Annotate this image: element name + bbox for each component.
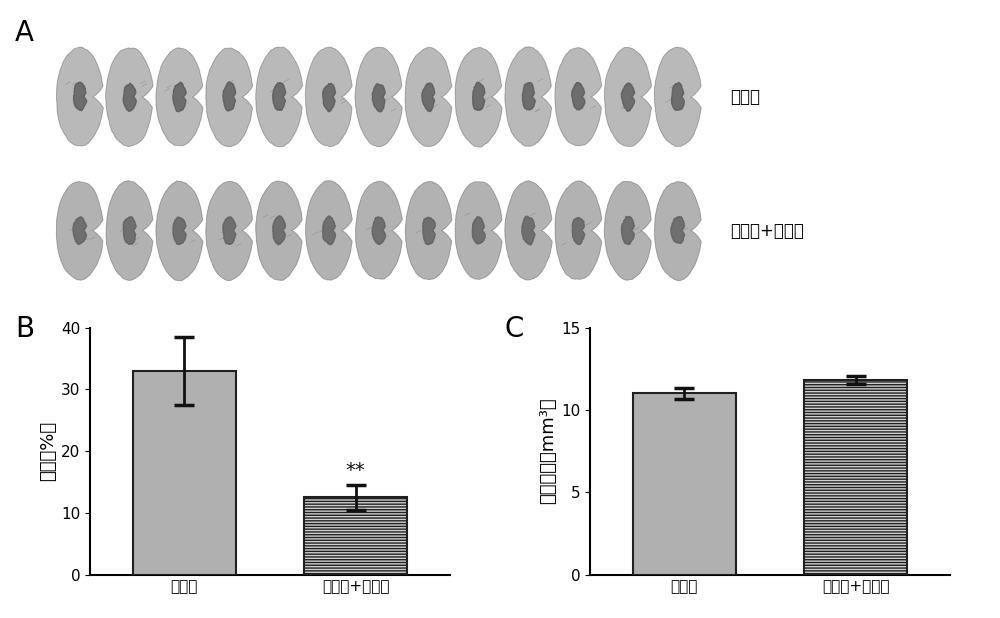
Polygon shape — [472, 217, 485, 244]
Text: 脑出血: 脑出血 — [730, 88, 760, 106]
Polygon shape — [106, 48, 153, 146]
Polygon shape — [306, 181, 352, 280]
Polygon shape — [505, 47, 551, 146]
Polygon shape — [572, 218, 585, 245]
Polygon shape — [572, 82, 585, 110]
Text: 脑出血+替洛隆: 脑出血+替洛隆 — [730, 222, 804, 240]
Polygon shape — [57, 47, 103, 146]
Polygon shape — [621, 83, 635, 111]
Polygon shape — [206, 48, 252, 146]
Polygon shape — [555, 181, 602, 279]
Text: **: ** — [346, 461, 366, 480]
Polygon shape — [273, 216, 286, 245]
Polygon shape — [223, 217, 236, 244]
Polygon shape — [173, 217, 186, 245]
Polygon shape — [123, 217, 136, 244]
Polygon shape — [323, 83, 335, 112]
Polygon shape — [256, 48, 302, 146]
Polygon shape — [223, 82, 236, 111]
Polygon shape — [156, 48, 203, 146]
Text: C: C — [505, 315, 524, 343]
Polygon shape — [156, 181, 203, 281]
Polygon shape — [273, 83, 286, 111]
Polygon shape — [473, 82, 485, 111]
Polygon shape — [372, 217, 385, 244]
Polygon shape — [406, 182, 452, 279]
Y-axis label: 出血体积（mm³）: 出血体积（mm³） — [539, 398, 557, 504]
Bar — [133, 371, 236, 575]
Bar — [304, 497, 407, 575]
Polygon shape — [655, 182, 701, 281]
Polygon shape — [422, 83, 435, 112]
Polygon shape — [106, 181, 153, 280]
Polygon shape — [173, 82, 186, 112]
Polygon shape — [555, 48, 601, 146]
Polygon shape — [356, 181, 402, 279]
Bar — [633, 394, 736, 575]
Polygon shape — [522, 216, 535, 245]
Polygon shape — [405, 48, 452, 146]
Bar — [804, 380, 907, 575]
Polygon shape — [73, 217, 86, 244]
Polygon shape — [323, 216, 336, 245]
Polygon shape — [455, 48, 502, 147]
Polygon shape — [57, 182, 103, 280]
Text: A: A — [15, 19, 34, 46]
Polygon shape — [355, 48, 402, 146]
Polygon shape — [256, 181, 302, 280]
Polygon shape — [621, 216, 634, 245]
Polygon shape — [372, 84, 385, 112]
Polygon shape — [522, 83, 535, 110]
Polygon shape — [306, 48, 352, 146]
Polygon shape — [74, 82, 87, 111]
Polygon shape — [206, 182, 252, 281]
Polygon shape — [123, 83, 136, 111]
Polygon shape — [671, 82, 684, 111]
Polygon shape — [605, 48, 651, 146]
Polygon shape — [671, 216, 685, 243]
Y-axis label: 水肿（%）: 水肿（%） — [39, 421, 57, 481]
Text: B: B — [15, 315, 34, 343]
Polygon shape — [655, 48, 701, 146]
Polygon shape — [423, 218, 435, 245]
Polygon shape — [604, 182, 651, 280]
Polygon shape — [455, 182, 502, 279]
Polygon shape — [505, 181, 552, 280]
